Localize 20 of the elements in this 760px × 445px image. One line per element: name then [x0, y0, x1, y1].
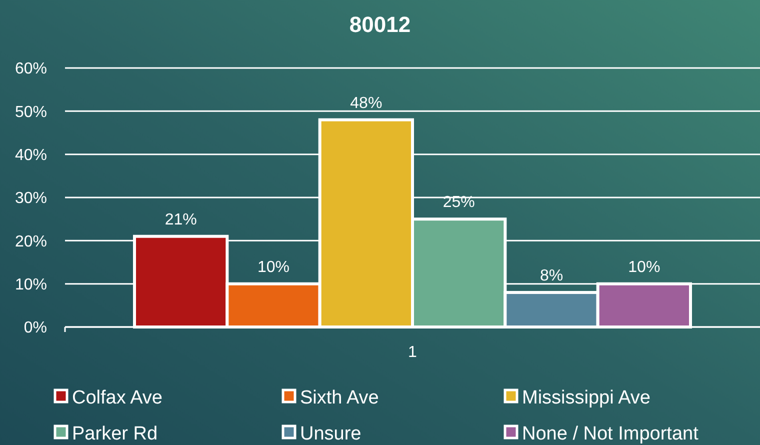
data-label: 48%	[350, 94, 382, 112]
legend-label: Unsure	[300, 424, 362, 445]
legend-label: Parker Rd	[72, 424, 158, 445]
data-label: 10%	[257, 258, 290, 276]
y-tick-label: 0%	[24, 320, 47, 337]
legend-label: Mississippi Ave	[522, 388, 650, 409]
data-label: 21%	[164, 211, 197, 228]
legend-label: None / Not Important	[522, 424, 700, 445]
y-tick-label: 40%	[14, 146, 47, 164]
data-label: 8%	[540, 267, 564, 284]
data-label: 10%	[628, 258, 660, 276]
y-tick-label: 30%	[14, 190, 47, 208]
y-tick-label: 50%	[14, 104, 47, 121]
y-tick-label: 60%	[14, 60, 47, 78]
x-tick-label: 1	[408, 344, 418, 361]
legend-label: Sixth Ave	[300, 388, 379, 409]
chart-title: 80012	[349, 12, 411, 37]
y-tick-label: 20%	[14, 233, 47, 250]
legend-label: Colfax Ave	[72, 388, 162, 409]
y-tick-label: 10%	[14, 276, 47, 294]
